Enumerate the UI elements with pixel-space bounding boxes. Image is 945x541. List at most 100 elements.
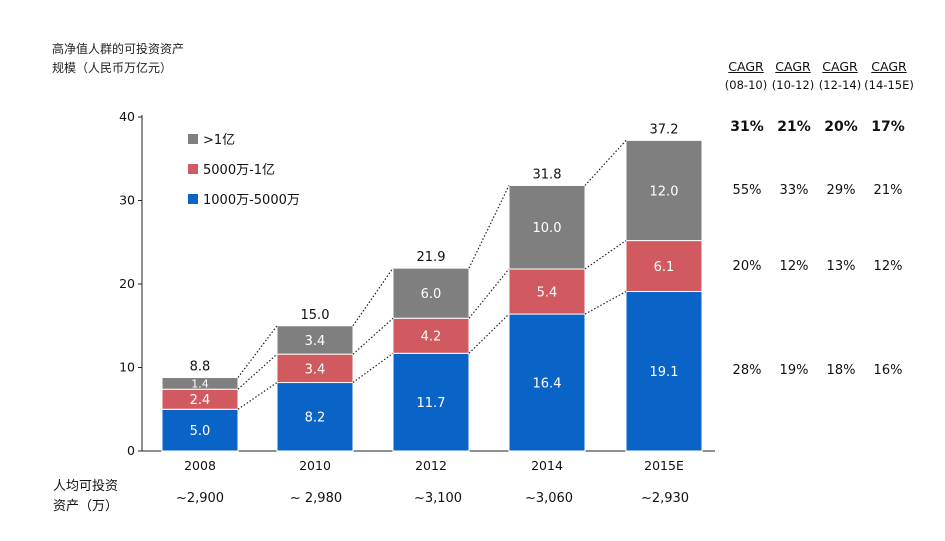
legend-swatch-bottom [188,193,198,204]
per-capita-value: ~ 2,980 [289,491,343,506]
cagr-value: 12% [873,259,903,274]
bar-segment [508,268,586,315]
connector-line [584,139,627,186]
total-label: 37.2 [650,122,679,137]
chart-title-line-2: 规模（人民币万亿元） [52,61,173,75]
bar-segment [508,184,586,270]
segment-label: 10.0 [533,221,562,236]
connector-line [468,268,510,319]
cagr-header-label: CAGR [775,59,811,74]
x-tick-label: 2008 [184,458,216,473]
segment-label: 5.4 [537,285,558,300]
segment-label: 6.1 [654,260,675,275]
connector-line [584,240,627,270]
cagr-header-4: CAGR (14-15E) [863,58,915,94]
per-capita-label: 人均可投资 资产（万） [53,477,118,517]
legend-swatch-mid [188,163,198,174]
bar-segment [161,408,239,452]
legend-item-mid: 5000万-1亿 [188,159,275,178]
x-tick-label: 2012 [415,458,447,473]
segment-label: 1.4 [191,378,209,391]
segment-label: 2.4 [190,393,211,408]
connector-line [352,317,394,355]
legend-swatch-top [188,133,198,144]
cagr-header-1: CAGR (08-10) [723,58,769,94]
cagr-value: 55% [732,183,762,198]
total-label: 15.0 [301,308,330,323]
cagr-header-label: CAGR [871,59,907,74]
cagr-value: 18% [826,363,856,378]
connector-line [237,325,278,378]
cagr-value: 13% [826,259,856,274]
segment-label: 12.0 [650,184,679,199]
total-label: 21.9 [417,250,446,265]
cagr-value: 20% [824,119,858,135]
connector-line [468,313,510,354]
cagr-header-3: CAGR (12-14) [817,58,863,94]
connector-line [352,352,394,384]
segment-label: 8.2 [305,411,326,426]
bar-segment [625,139,703,242]
bar-segment [276,382,354,452]
segment-label: 3.4 [305,362,326,377]
segment-label: 3.4 [305,334,326,349]
bar-segment [392,267,470,319]
cagr-header-range: (12-14) [818,78,862,92]
y-tick-label: 0 [127,443,135,458]
legend-label-top: >1亿 [203,133,236,148]
connector-line [237,353,278,390]
x-tick-label: 2010 [299,458,331,473]
segment-label: 6.0 [421,287,442,302]
segment-label: 11.7 [417,396,446,411]
bar-segment [392,352,470,452]
chart-title-line-1: 高净值人群的可投资资产 [52,42,185,56]
segment-label: 4.2 [421,330,442,345]
bar-segment [508,313,586,452]
bar-segment [161,377,239,390]
bar-segment [625,291,703,452]
cagr-value: 16% [873,363,903,378]
connector-line [468,185,510,269]
x-tick-label: 2014 [531,458,563,473]
segment-label: 5.0 [190,424,211,439]
cagr-header-range: (08-10) [724,78,768,92]
segment-label: 16.4 [533,376,562,391]
cagr-value: 20% [732,259,762,274]
cagr-value: 33% [779,183,809,198]
cagr-value: 21% [873,183,903,198]
connector-line [352,267,394,327]
cagr-value: 12% [779,259,809,274]
y-tick-label: 40 [119,109,135,124]
cagr-value: 21% [777,119,811,135]
connector-line [584,290,627,315]
per-capita-label-line-1: 人均可投资 [53,479,119,494]
bar-segment [276,325,354,355]
cagr-header-range: (14-15E) [864,78,914,92]
cagr-value: 17% [871,119,905,135]
cagr-value: 19% [779,363,809,378]
bar-segment [392,317,470,354]
bar-segment [625,240,703,293]
y-tick-label: 10 [119,360,135,375]
cagr-value: 29% [826,183,856,198]
y-tick-label: 30 [119,193,135,208]
legend-label-mid: 5000万-1亿 [203,163,276,178]
cagr-header-range: (10-12) [771,78,815,92]
total-label: 31.8 [533,167,562,182]
connector-line [237,382,278,410]
per-capita-value: ~2,900 [175,491,225,506]
segment-label: 19.1 [650,365,679,380]
chart-title: 高净值人群的可投资资产 规模（人民币万亿元） [52,40,184,78]
per-capita-label-line-2: 资产（万） [53,499,119,514]
y-tick-label: 20 [119,276,135,291]
cagr-value: 28% [732,363,762,378]
x-tick-label: 2015E [644,458,684,473]
cagr-header-label: CAGR [822,59,858,74]
per-capita-value: ~2,930 [640,491,690,506]
per-capita-value: ~3,060 [524,491,574,506]
per-capita-value: ~3,100 [413,491,463,506]
cagr-header-label: CAGR [728,59,764,74]
legend-label-bottom: 1000万-5000万 [203,193,300,208]
legend-item-top: >1亿 [188,129,235,148]
